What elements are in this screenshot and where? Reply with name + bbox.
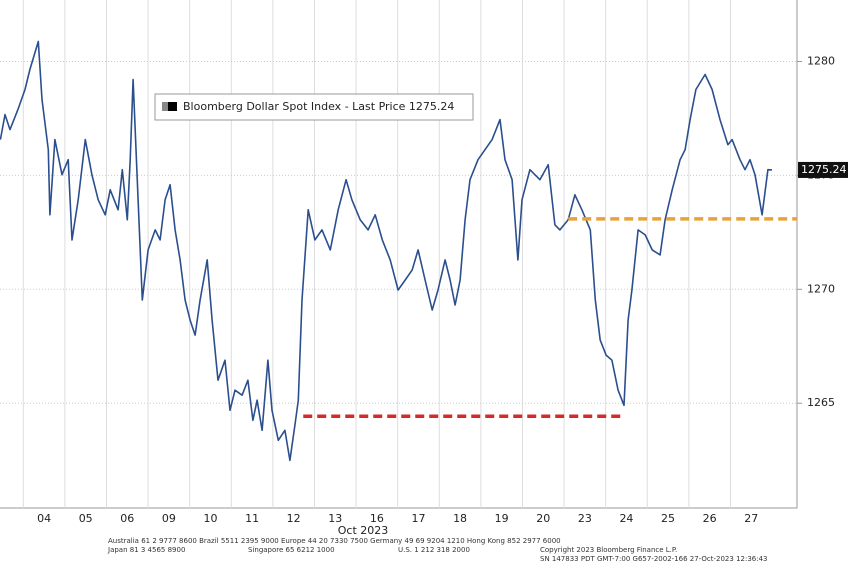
x-tick-label: 09 [162,512,176,525]
legend-label: Bloomberg Dollar Spot Index - Last Price… [183,100,454,113]
legend-swatch [168,102,177,111]
x-tick-label: 17 [411,512,425,525]
x-tick-label: 20 [536,512,550,525]
x-tick-label: 27 [744,512,758,525]
x-tick-label: 06 [120,512,134,525]
y-tick-label: 1280 [807,55,835,68]
x-tick-label: 19 [495,512,509,525]
x-tick-label: 04 [37,512,51,525]
x-tick-label: 26 [703,512,717,525]
legend-swatch [162,102,171,111]
last-price-tag [798,161,848,178]
x-tick-label: 24 [619,512,633,525]
footer-text: U.S. 1 212 318 2000 [398,546,470,554]
x-tick-label: 11 [245,512,259,525]
x-tick-label: 23 [578,512,592,525]
x-tick-label: 12 [287,512,301,525]
price-line [0,40,773,462]
legend-box [154,93,474,121]
last-price-label: 1275.24 [801,163,847,176]
footer-text: Singapore 65 6212 1000 [248,546,335,554]
x-tick-label: 16 [370,512,384,525]
footer-text: Japan 81 3 4565 8900 [107,546,185,554]
x-tick-label: 05 [79,512,93,525]
y-tick-label: 1265 [807,396,835,409]
x-tick-label: 10 [203,512,217,525]
footer-text: Australia 61 2 9777 8600 Brazil 5511 239… [108,537,561,545]
x-tick-label: 18 [453,512,467,525]
y-tick-label: 1270 [807,282,835,295]
footer-text: Copyright 2023 Bloomberg Finance L.P. [540,546,677,554]
x-axis-label: Oct 2023 [338,524,389,537]
footer-text: SN 147833 PDT GMT-7:00 G657-2002-166 27-… [540,555,768,563]
x-tick-label: 25 [661,512,675,525]
x-tick-label: 13 [328,512,342,525]
